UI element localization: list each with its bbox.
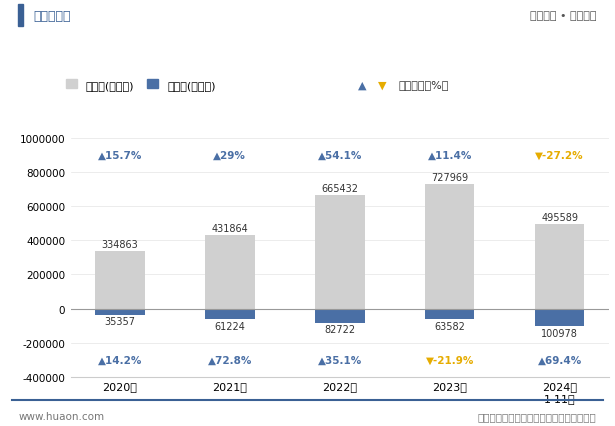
Text: ▼-27.2%: ▼-27.2%: [535, 151, 584, 161]
Text: 61224: 61224: [215, 321, 245, 331]
Text: ▲29%: ▲29%: [213, 151, 246, 161]
Bar: [535, 225, 584, 309]
Bar: [95, 252, 145, 309]
Text: 727969: 727969: [431, 173, 468, 183]
Bar: [425, 185, 474, 309]
Text: ▲69.4%: ▲69.4%: [538, 355, 582, 365]
Text: 100978: 100978: [541, 328, 578, 338]
Bar: [425, 309, 474, 320]
Text: ▲72.8%: ▲72.8%: [208, 355, 252, 365]
Text: 2020-2024年11月上饶市商品收发货人所在地进、出口额: 2020-2024年11月上饶市商品收发货人所在地进、出口额: [157, 45, 458, 60]
Text: www.huaon.com: www.huaon.com: [18, 412, 105, 421]
Text: ▼: ▼: [378, 80, 387, 90]
Text: 同比增长（%）: 同比增长（%）: [399, 80, 449, 90]
Text: 665432: 665432: [321, 184, 359, 193]
Bar: [95, 309, 145, 315]
Text: 专业严谨 • 客观科学: 专业严谨 • 客观科学: [530, 11, 597, 21]
Text: ▲54.1%: ▲54.1%: [317, 151, 362, 161]
Bar: [18, 5, 23, 27]
Bar: [315, 196, 365, 309]
Text: 华经情报网: 华经情报网: [34, 9, 71, 23]
Text: ▲15.7%: ▲15.7%: [98, 151, 142, 161]
Text: ▼-21.9%: ▼-21.9%: [426, 355, 474, 365]
Legend: 出口额(万美元), 进口额(万美元): 出口额(万美元), 进口额(万美元): [66, 80, 216, 90]
Text: ▲14.2%: ▲14.2%: [98, 355, 142, 365]
Bar: [535, 309, 584, 326]
Text: 63582: 63582: [434, 321, 465, 331]
Text: 431864: 431864: [212, 223, 248, 233]
Bar: [315, 309, 365, 323]
Text: 数据来源：中国海关，华经产业研究院整理: 数据来源：中国海关，华经产业研究院整理: [478, 412, 597, 421]
Text: ▲35.1%: ▲35.1%: [318, 355, 362, 365]
Bar: [205, 309, 255, 319]
Text: 82722: 82722: [324, 325, 355, 335]
Text: 35357: 35357: [105, 317, 135, 327]
Text: ▲: ▲: [358, 80, 367, 90]
Text: 495589: 495589: [541, 213, 578, 222]
Text: 334863: 334863: [101, 240, 138, 250]
Bar: [205, 235, 255, 309]
Text: ▲11.4%: ▲11.4%: [427, 151, 472, 161]
